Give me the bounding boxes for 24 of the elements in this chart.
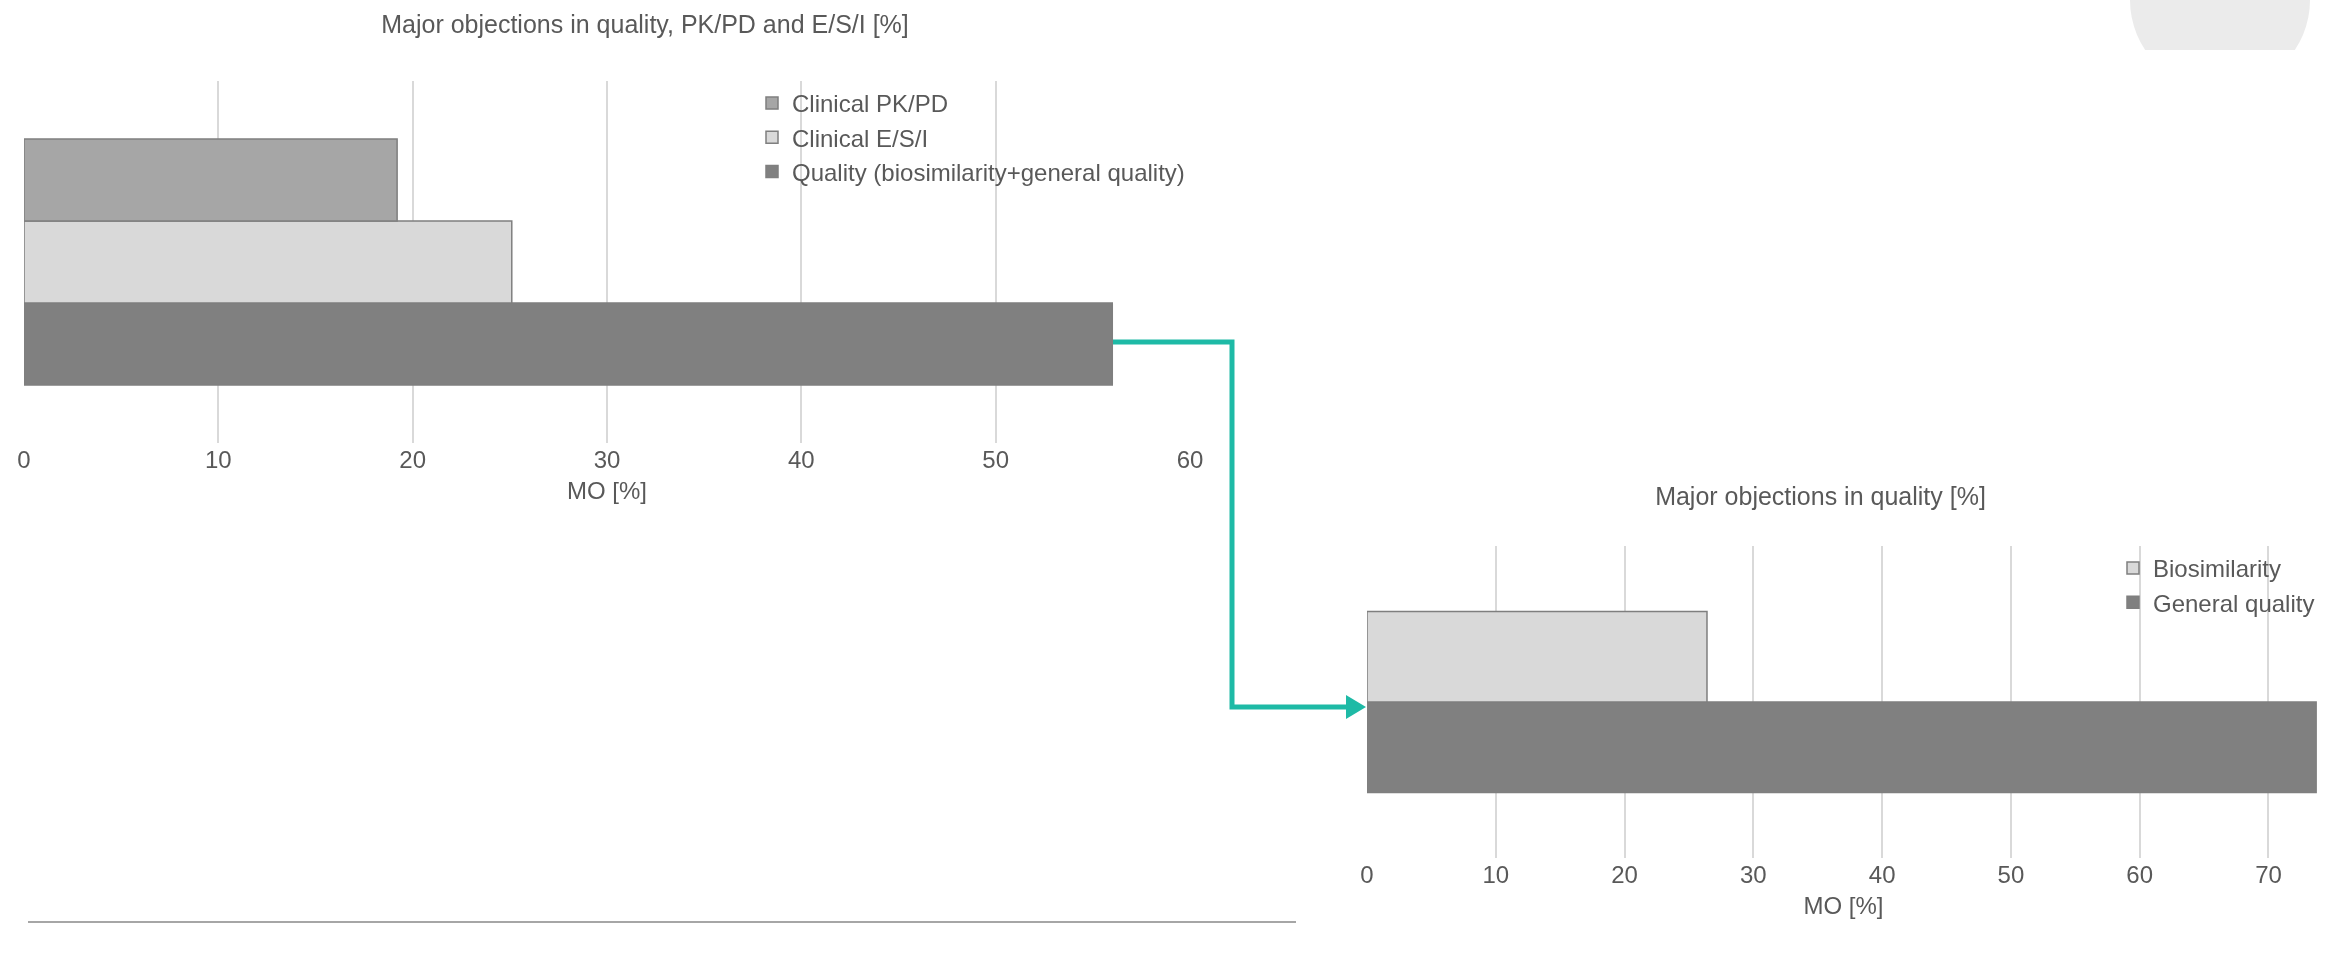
x-tick-label: 40	[787, 446, 815, 473]
legend-label: Clinical E/S/I	[792, 124, 929, 152]
x-tick-label: 10	[1482, 861, 1510, 888]
x-tick-label: 10	[204, 446, 232, 473]
x-tick-label: 40	[1868, 861, 1896, 888]
x-tick-label: 20	[1611, 861, 1638, 888]
x-tick-label: 70	[2255, 861, 2282, 888]
x-tick-label: 60	[2126, 861, 2154, 888]
x-tick-label: 0	[1360, 861, 1374, 888]
x-tick-label: 50	[982, 446, 1010, 473]
x-axis-title: MO [%]	[566, 477, 648, 505]
legend-label: Biosimilarity	[2153, 555, 2282, 583]
x-axis-title: MO [%]	[1803, 892, 1884, 920]
x-tick-label: 0	[17, 446, 31, 473]
x-tick-label: 30	[593, 446, 621, 473]
chart-title: Major objections in quality [%]	[1655, 481, 1986, 510]
chart-title: Major objections in quality, PK/PD and E/S/I [%]	[381, 9, 909, 38]
legend-label: Clinical PK/PD	[792, 90, 949, 118]
x-tick-label: 60	[1176, 446, 1204, 473]
legend-label: General quality	[2153, 589, 2315, 617]
legend-label: Quality (biosimilarity+general quality)	[792, 158, 1185, 186]
x-tick-label: 30	[1740, 861, 1767, 888]
x-tick-label: 50	[1997, 861, 2025, 888]
x-tick-label: 20	[399, 446, 427, 473]
